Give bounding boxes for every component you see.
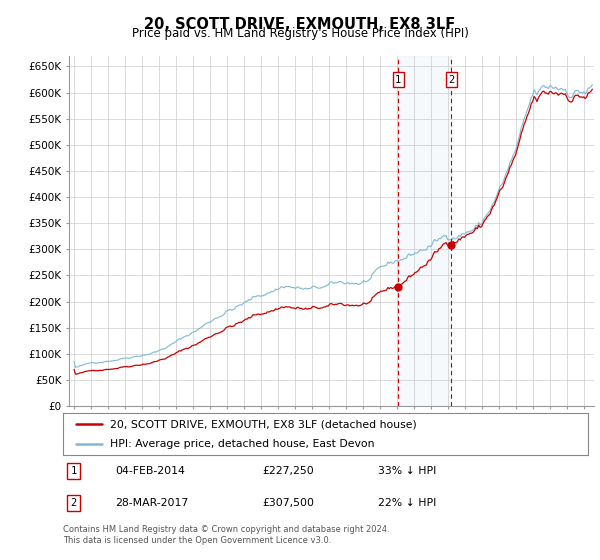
Text: £227,250: £227,250 [263,466,314,476]
Text: £307,500: £307,500 [263,498,314,508]
Text: 20, SCOTT DRIVE, EXMOUTH, EX8 3LF: 20, SCOTT DRIVE, EXMOUTH, EX8 3LF [145,17,455,32]
Text: 2: 2 [448,74,455,85]
Text: 1: 1 [70,466,77,476]
Text: 33% ↓ HPI: 33% ↓ HPI [378,466,436,476]
Text: 04-FEB-2014: 04-FEB-2014 [115,466,185,476]
Text: Price paid vs. HM Land Registry's House Price Index (HPI): Price paid vs. HM Land Registry's House … [131,27,469,40]
Text: HPI: Average price, detached house, East Devon: HPI: Average price, detached house, East… [110,439,375,449]
Text: 1: 1 [395,74,401,85]
Text: Contains HM Land Registry data © Crown copyright and database right 2024.
This d: Contains HM Land Registry data © Crown c… [63,525,389,545]
Text: 20, SCOTT DRIVE, EXMOUTH, EX8 3LF (detached house): 20, SCOTT DRIVE, EXMOUTH, EX8 3LF (detac… [110,419,417,430]
Text: 22% ↓ HPI: 22% ↓ HPI [378,498,436,508]
Bar [398,56,451,406]
Text: 28-MAR-2017: 28-MAR-2017 [115,498,189,508]
Text: 2: 2 [70,498,77,508]
